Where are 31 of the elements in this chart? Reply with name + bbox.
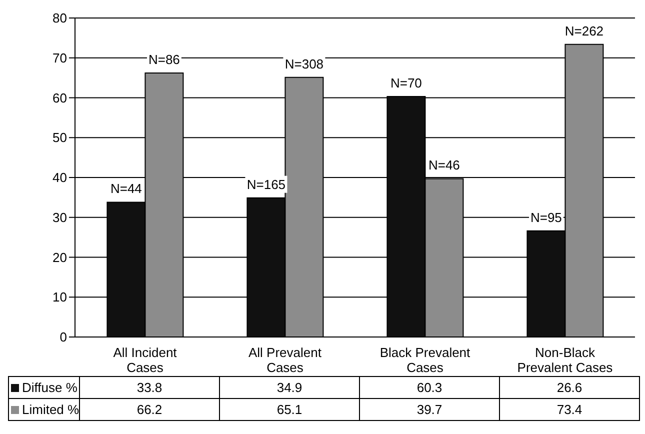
legend-label: Diffuse % bbox=[8, 376, 80, 398]
y-tick-label: 40 bbox=[52, 170, 67, 186]
data-label: 66.2 bbox=[80, 398, 220, 420]
x-tick-label: All Prevalent Cases bbox=[248, 345, 322, 376]
data-label: 26.6 bbox=[500, 376, 640, 398]
annotation: N=86 bbox=[148, 52, 180, 68]
y-tick-label: 60 bbox=[52, 90, 67, 106]
data-label: 33.8 bbox=[80, 376, 220, 398]
data-label: 73.4 bbox=[500, 398, 640, 420]
data-label: 39.7 bbox=[360, 398, 500, 420]
x-tick-label: All Incident Cases bbox=[113, 345, 178, 376]
annotation: N=44 bbox=[110, 181, 142, 196]
x-tick-label: Non-Black Prevalent Cases bbox=[517, 345, 614, 376]
annotation: N=95 bbox=[530, 210, 562, 225]
data-label: 60.3 bbox=[360, 376, 500, 398]
legend-label: Limited % bbox=[8, 398, 80, 420]
y-tick-label: 70 bbox=[52, 50, 67, 66]
y-tick-label: 30 bbox=[52, 210, 67, 225]
data-label: 65.1 bbox=[220, 398, 360, 420]
y-tick-label: 80 bbox=[52, 10, 67, 26]
x-tick-label: Black Prevalent Cases bbox=[380, 345, 471, 376]
annotation: N=262 bbox=[564, 23, 604, 38]
annotation: N=308 bbox=[284, 56, 324, 72]
annotation: N=165 bbox=[246, 176, 286, 192]
y-tick-label: 50 bbox=[52, 130, 67, 146]
y-tick-label: 20 bbox=[52, 250, 67, 265]
y-tick-label: 10 bbox=[52, 290, 67, 305]
annotation: N=46 bbox=[428, 158, 460, 173]
annotation: N=70 bbox=[390, 76, 422, 91]
data-label: 34.9 bbox=[220, 376, 360, 398]
y-tick-label: 0 bbox=[60, 330, 67, 345]
